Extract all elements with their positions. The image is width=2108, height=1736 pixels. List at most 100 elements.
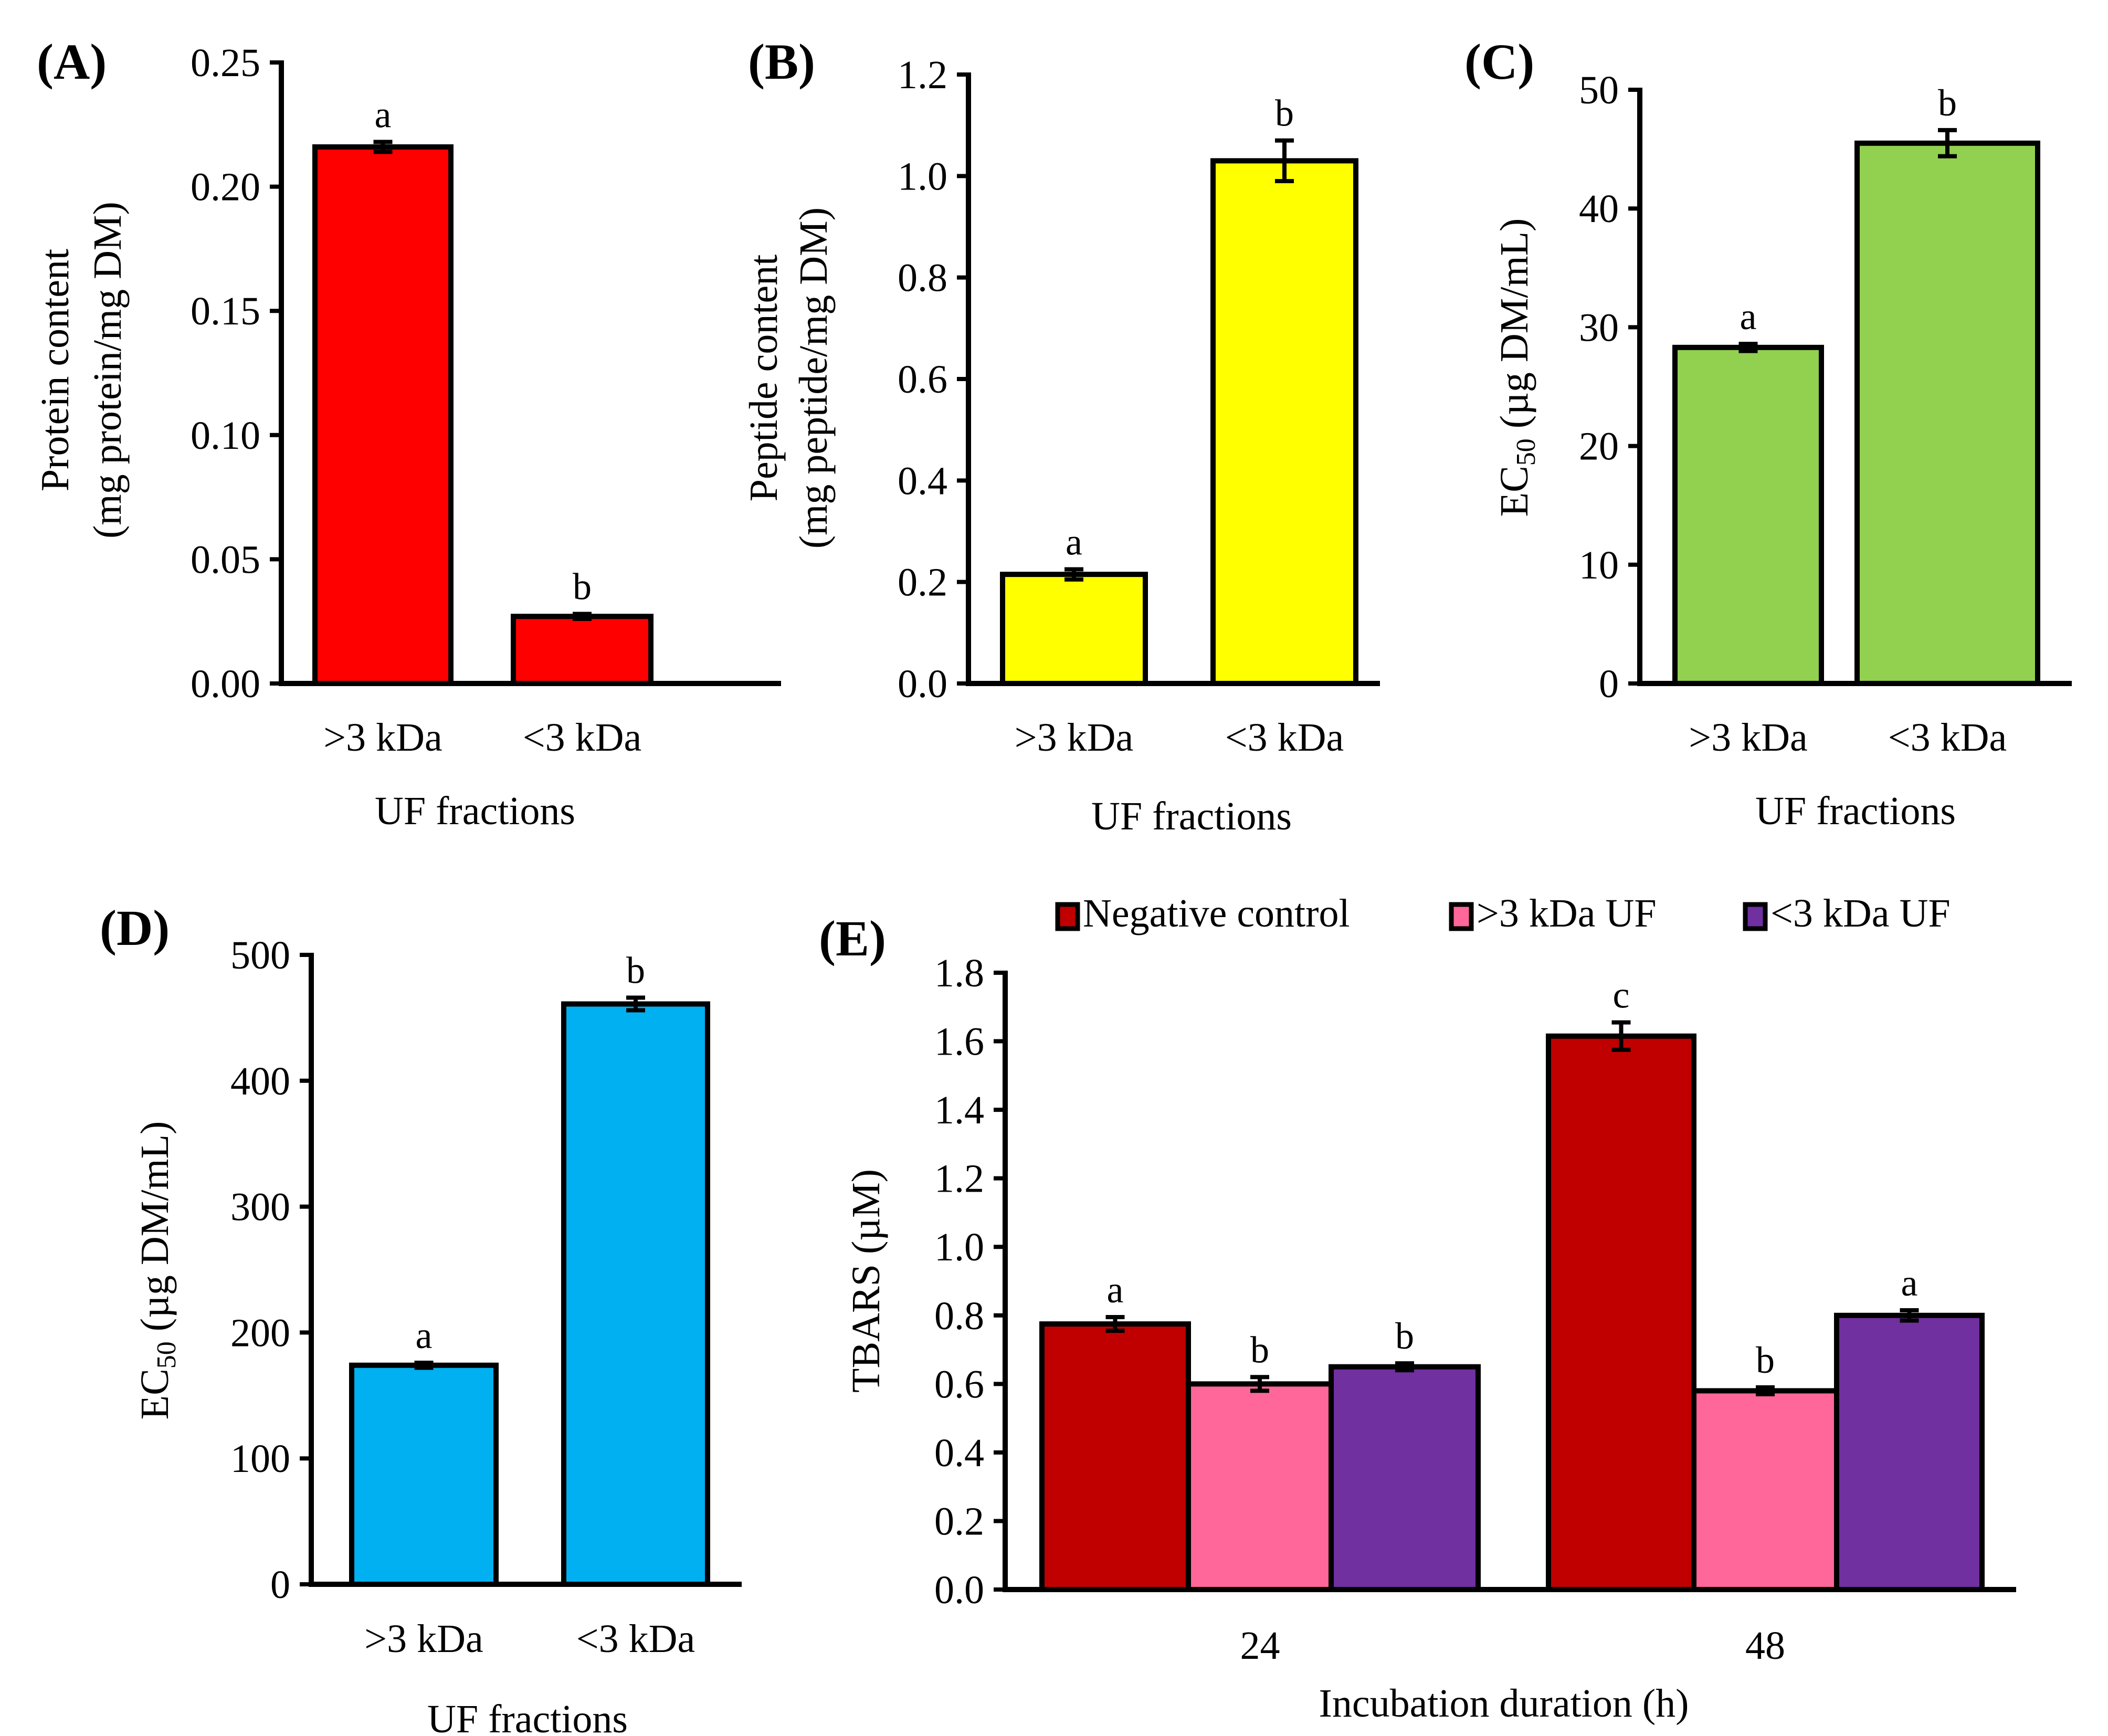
panel-e: (E) 0.0 0.2 0.4 0.6 0.8 1.0 1.2 1.4 1.6 1.8 TBARS (…	[819, 891, 2016, 1726]
bar	[1834, 1312, 1985, 1593]
y-axis-label-units: (µg DM/mL)	[133, 1121, 177, 1342]
y-tick-label: 100	[230, 1437, 290, 1481]
y-tick-label: 0.6	[934, 1362, 984, 1406]
y-axis-label-subscript: 50	[152, 1341, 182, 1369]
y-tick-label: 0.2	[934, 1499, 984, 1543]
significance-letter: c	[1613, 974, 1630, 1016]
y-axis-label-main: EC	[1492, 466, 1536, 517]
x-tick-label: >3 kDa	[1015, 716, 1133, 760]
panel-label: (A)	[37, 34, 107, 90]
bar	[511, 614, 654, 686]
x-axis-label: UF fractions	[375, 789, 575, 833]
y-tick-label: 0.6	[898, 357, 947, 402]
y-tick-label: 0.0	[934, 1568, 984, 1612]
y-tick-label: 0.20	[191, 165, 260, 209]
bar	[349, 1362, 499, 1587]
x-tick-label: >3 kDa	[323, 716, 442, 760]
bar	[561, 1001, 710, 1587]
y-tick-label: 0.00	[191, 662, 260, 706]
x-axis-label: UF fractions	[1091, 794, 1292, 838]
y-tick-label: 40	[1579, 187, 1619, 231]
x-tick-label: >3 kDa	[364, 1617, 483, 1661]
significance-letter: a	[1107, 1269, 1124, 1311]
legend-label: Negative control	[1083, 891, 1350, 935]
y-axis-label: EC50 (µg DM/mL)	[1492, 218, 1541, 517]
significance-letter: b	[1395, 1315, 1414, 1357]
y-tick-label: 1.4	[934, 1088, 984, 1132]
legend-swatch	[1449, 902, 1474, 931]
x-axis-label: UF fractions	[1755, 789, 1956, 833]
x-tick-label: <3 kDa	[1225, 716, 1344, 760]
x-tick-label: >3 kDa	[1689, 716, 1807, 760]
y-tick-label: 20	[1579, 425, 1619, 469]
significance-letter: a	[375, 93, 392, 135]
bar	[1186, 1381, 1334, 1592]
legend-label: <3 kDa UF	[1770, 891, 1951, 935]
significance-letter: b	[1275, 92, 1294, 134]
y-tick-label: 0.4	[898, 459, 947, 503]
y-tick-label: 1.0	[934, 1225, 984, 1269]
y-tick-label: 0.15	[191, 289, 260, 333]
y-tick-label: 0.4	[934, 1431, 984, 1475]
y-tick-label: 200	[230, 1311, 290, 1355]
bar	[1691, 1388, 1839, 1593]
y-tick-label: 10	[1579, 543, 1619, 587]
significance-letter: a	[416, 1314, 433, 1356]
significance-letter: a	[1066, 521, 1082, 563]
y-axis-label: Peptide content	[742, 255, 786, 502]
significance-letter: a	[1901, 1262, 1918, 1304]
x-tick-label: <3 kDa	[576, 1617, 695, 1661]
significance-letter: a	[1740, 296, 1757, 338]
y-axis-label: TBARS (µM)	[844, 1169, 888, 1393]
y-axis-label-units: (mg peptide/mg DM)	[792, 207, 836, 549]
x-tick-label: 48	[1745, 1624, 1785, 1668]
significance-letter: b	[1938, 82, 1957, 124]
bar	[1546, 1033, 1696, 1592]
y-axis-label-units: (µg DM/mL)	[1492, 218, 1536, 439]
x-tick-label: 24	[1240, 1624, 1280, 1668]
panel-label: (D)	[100, 900, 170, 956]
significance-letter: b	[1250, 1329, 1269, 1371]
y-tick-label: 0.8	[934, 1294, 984, 1338]
legend-swatch	[1743, 902, 1768, 931]
significance-letter: b	[626, 950, 645, 992]
bar	[1672, 344, 1824, 686]
y-tick-label: 500	[230, 933, 290, 977]
bar	[1000, 572, 1148, 686]
panel-label: (B)	[748, 34, 815, 90]
legend-swatch	[1055, 902, 1080, 931]
y-axis-label-main: EC	[133, 1369, 177, 1419]
y-tick-label: 0.05	[191, 538, 260, 582]
significance-letter: b	[573, 566, 592, 608]
panel-label: (E)	[819, 910, 886, 966]
legend-label: >3 kDa UF	[1477, 891, 1657, 935]
y-tick-label: 0.10	[191, 414, 260, 458]
significance-letter: b	[1756, 1339, 1775, 1381]
y-axis-label-units: (mg protein/mg DM)	[86, 202, 130, 539]
y-tick-label: 400	[230, 1059, 290, 1103]
y-tick-label: 1.2	[934, 1157, 984, 1201]
y-tick-label: 0.0	[898, 662, 947, 706]
bar	[1854, 140, 2040, 686]
bar	[312, 144, 454, 686]
y-tick-label: 1.8	[934, 951, 984, 995]
y-tick-label: 300	[230, 1185, 290, 1229]
y-tick-label: 1.2	[898, 53, 947, 97]
bar	[1039, 1321, 1191, 1592]
y-tick-label: 0	[1599, 662, 1619, 706]
x-axis-label: UF fractions	[427, 1697, 628, 1736]
panel-a: (A) 0.00 0.05 0.10 0.15 0.20 0.25 Protein conte…	[33, 34, 781, 833]
y-tick-label: 1.6	[934, 1020, 984, 1064]
panel-label: (C)	[1464, 34, 1534, 90]
x-axis-label: Incubation duration (h)	[1319, 1681, 1689, 1726]
y-tick-label: 30	[1579, 306, 1619, 350]
y-tick-label: 1.0	[898, 154, 947, 198]
y-axis-label: EC50 (µg DM/mL)	[133, 1121, 182, 1420]
bar	[1329, 1364, 1481, 1592]
y-tick-label: 0.25	[191, 41, 260, 85]
panel-d: (D) 0 100 200 300 400 500 EC50 (µg DM/mL) UF fra…	[100, 900, 742, 1736]
panel-b: (B) 0.0 0.2 0.4 0.6 0.8 1.0 1.2 Peptide content(…	[742, 34, 1380, 838]
bar	[1210, 158, 1358, 687]
